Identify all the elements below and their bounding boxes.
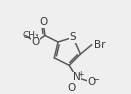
Text: O: O: [31, 37, 40, 47]
Text: O: O: [39, 17, 47, 27]
Text: Br: Br: [94, 40, 105, 50]
Text: +: +: [77, 70, 84, 79]
Text: CH₃: CH₃: [23, 31, 39, 40]
Text: O: O: [67, 83, 75, 93]
Text: N: N: [73, 72, 81, 82]
Text: S: S: [70, 32, 76, 42]
Text: O: O: [88, 77, 96, 87]
Text: −: −: [92, 75, 99, 84]
